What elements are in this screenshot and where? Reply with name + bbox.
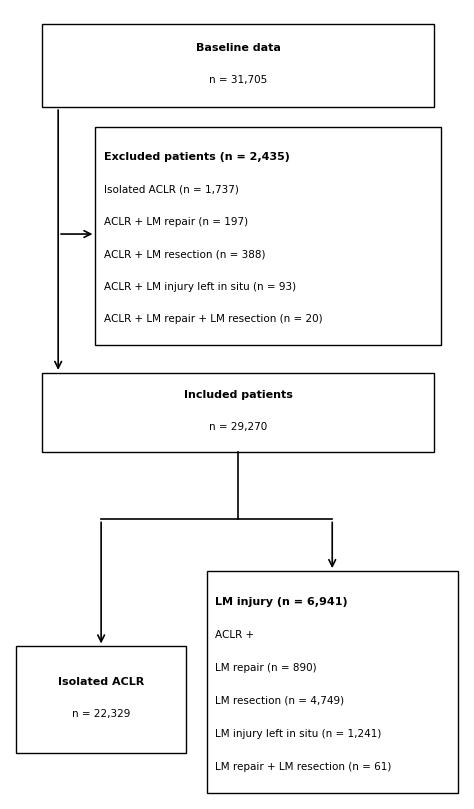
FancyBboxPatch shape — [42, 24, 434, 108]
Text: LM injury left in situ (n = 1,241): LM injury left in situ (n = 1,241) — [215, 729, 382, 739]
Text: Baseline data: Baseline data — [196, 43, 281, 53]
Text: Excluded patients (n = 2,435): Excluded patients (n = 2,435) — [104, 152, 290, 163]
FancyBboxPatch shape — [16, 646, 186, 753]
Text: ACLR + LM repair (n = 197): ACLR + LM repair (n = 197) — [104, 218, 248, 227]
Text: n = 29,270: n = 29,270 — [209, 421, 267, 432]
Text: n = 31,705: n = 31,705 — [209, 75, 267, 85]
Text: ACLR + LM injury left in situ (n = 93): ACLR + LM injury left in situ (n = 93) — [104, 282, 296, 292]
Text: Isolated ACLR: Isolated ACLR — [58, 677, 144, 688]
Text: Isolated ACLR (n = 1,737): Isolated ACLR (n = 1,737) — [104, 184, 238, 195]
Text: Included patients: Included patients — [184, 390, 292, 400]
Text: LM resection (n = 4,749): LM resection (n = 4,749) — [215, 696, 344, 706]
Text: ACLR + LM repair + LM resection (n = 20): ACLR + LM repair + LM resection (n = 20) — [104, 315, 322, 324]
Text: LM repair + LM resection (n = 61): LM repair + LM resection (n = 61) — [215, 762, 392, 772]
Text: LM repair (n = 890): LM repair (n = 890) — [215, 663, 317, 673]
FancyBboxPatch shape — [95, 127, 441, 345]
Text: LM injury (n = 6,941): LM injury (n = 6,941) — [215, 597, 348, 607]
FancyBboxPatch shape — [42, 373, 434, 452]
FancyBboxPatch shape — [207, 571, 458, 793]
Text: ACLR +: ACLR + — [215, 630, 254, 640]
Text: ACLR + LM resection (n = 388): ACLR + LM resection (n = 388) — [104, 250, 265, 260]
Text: n = 22,329: n = 22,329 — [72, 709, 130, 719]
